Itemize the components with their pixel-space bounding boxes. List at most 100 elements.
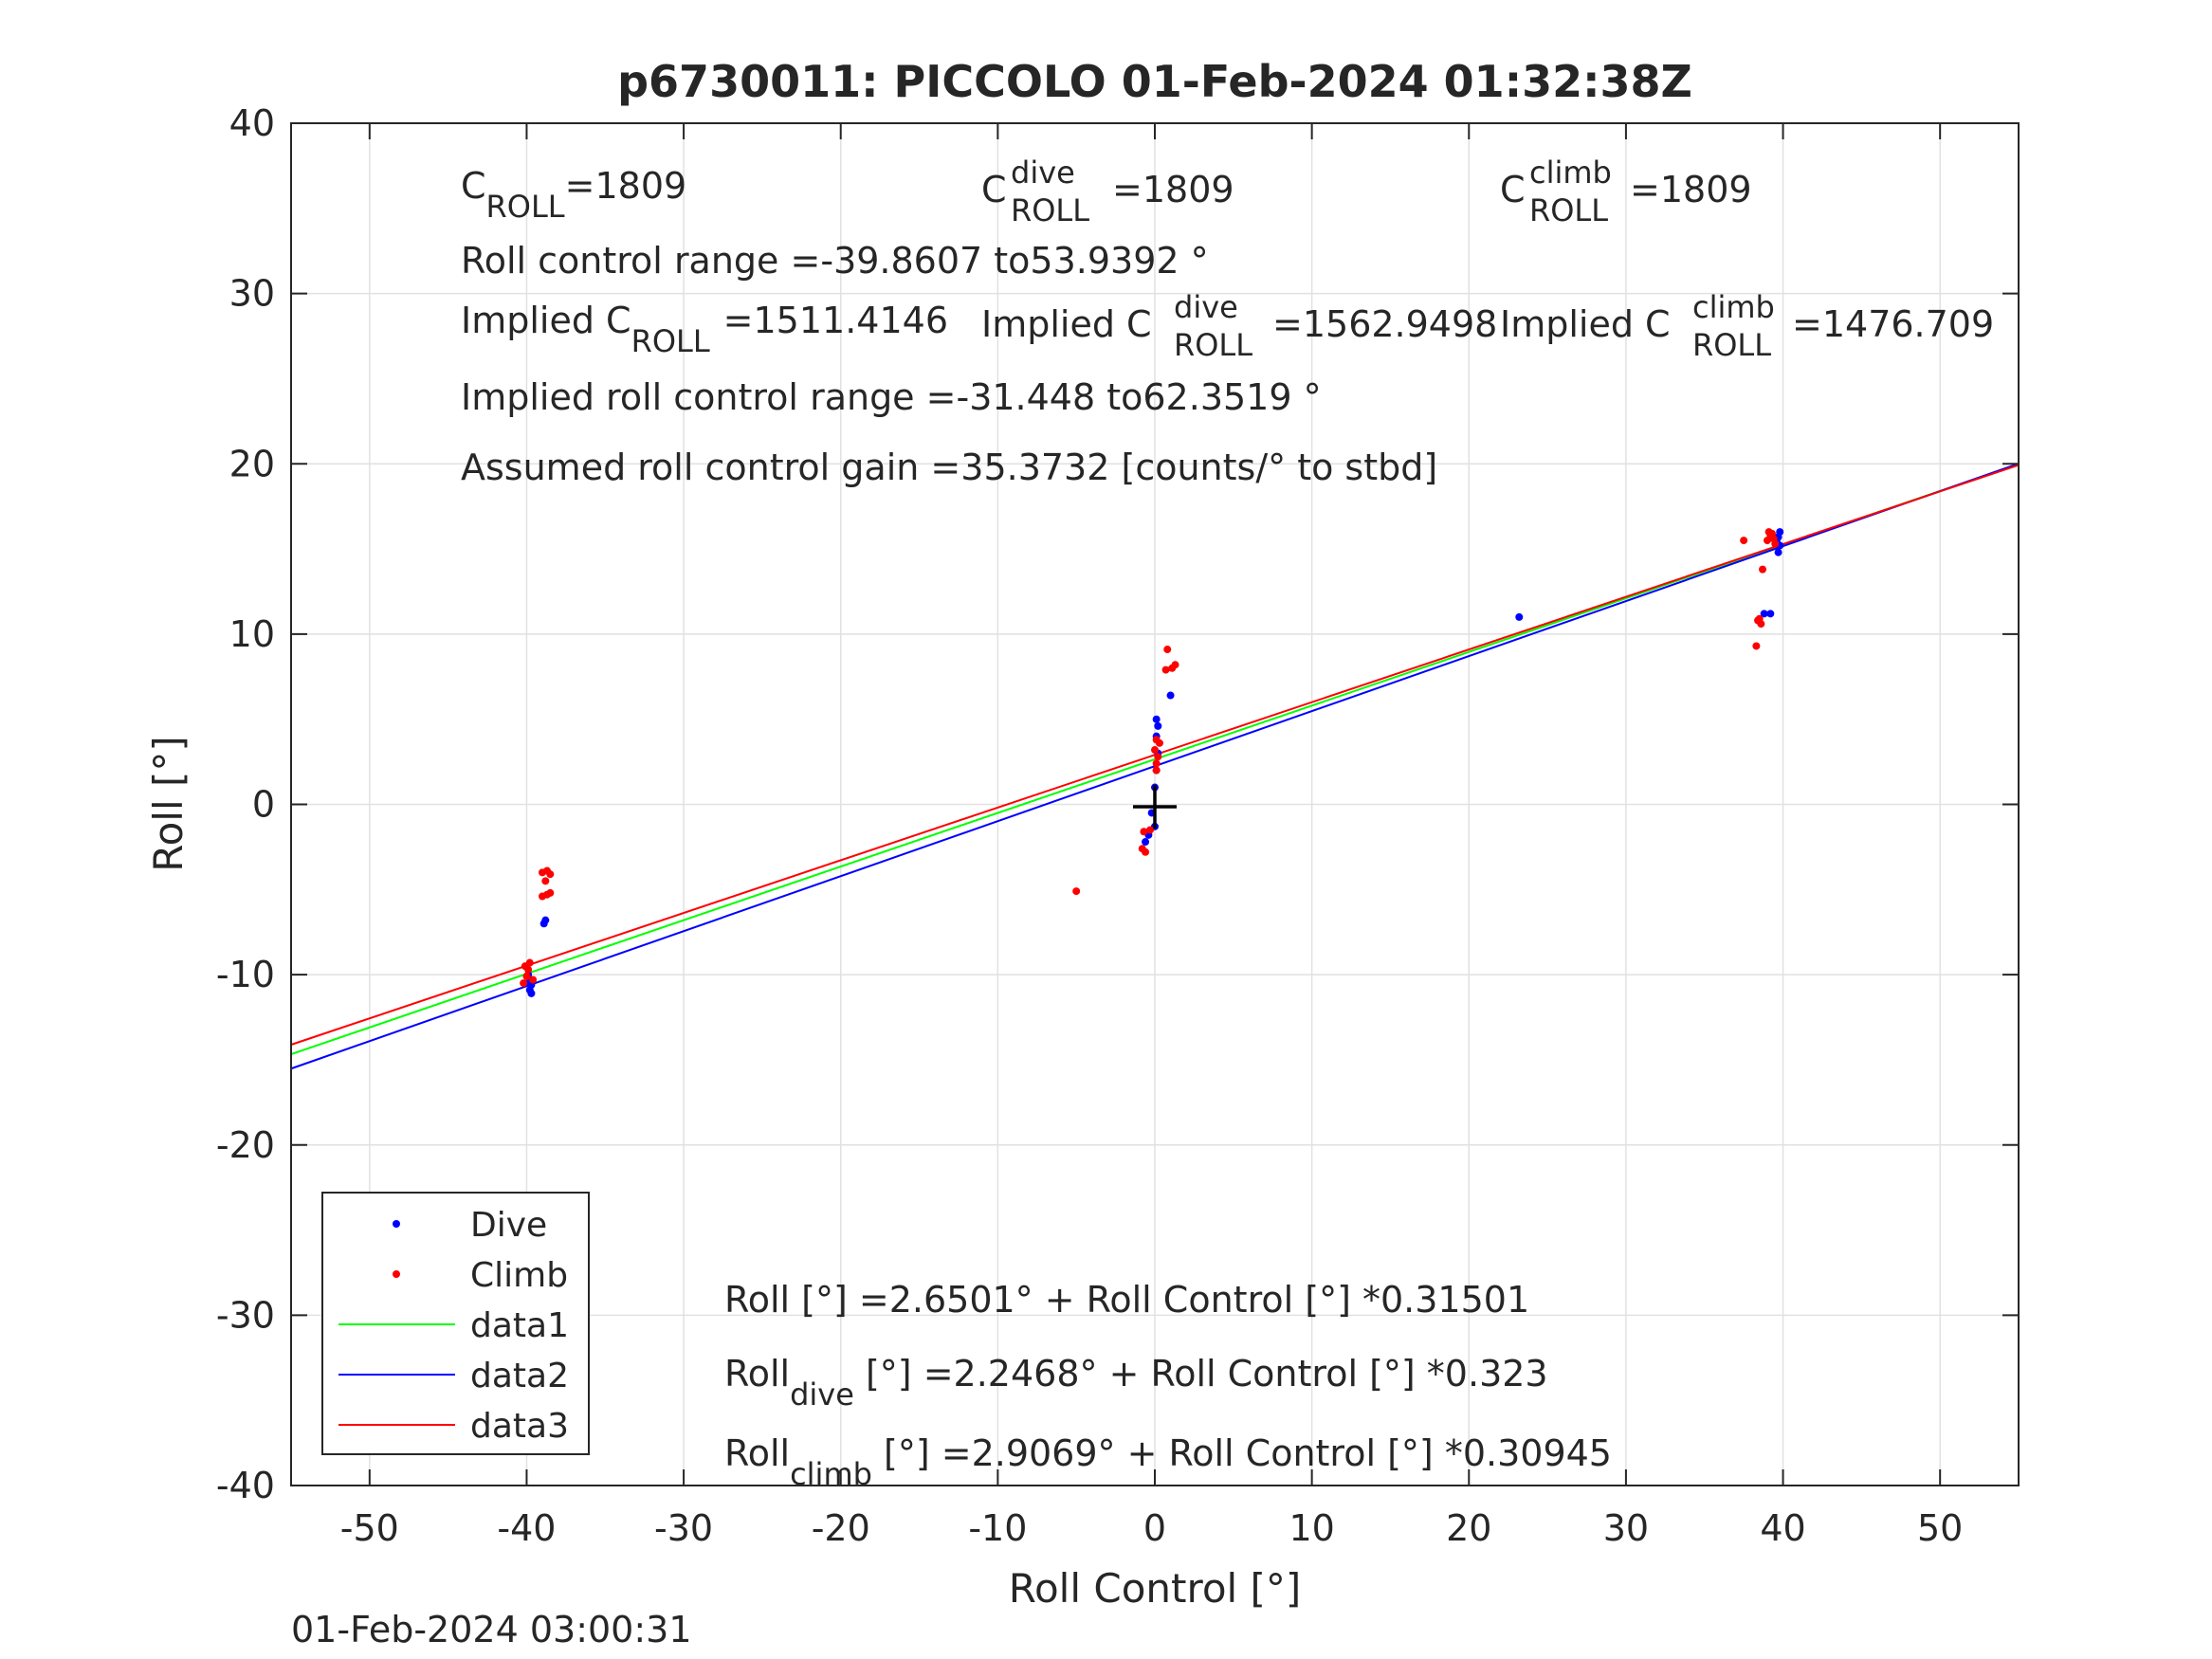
dive-point [527, 989, 536, 997]
x-tick-label: -40 [497, 1507, 556, 1549]
climb-point [1740, 537, 1748, 545]
fit-dive-annotation: Rolldive [°] =2.2468° + Roll Control [°]… [724, 1353, 1548, 1413]
svg-text:ROLL: ROLL [1529, 192, 1608, 228]
fit-climb-annotation: Rollclimb [°] =2.9069° + Roll Control [°… [724, 1432, 1612, 1492]
climb-point [1154, 753, 1162, 761]
svg-text:Implied C: Implied C [1500, 303, 1671, 345]
dive-point [1154, 721, 1162, 730]
implied-c-roll-dive-annotation: Implied C dive ROLL =1562.9498 [981, 289, 1497, 363]
climb-point [1140, 828, 1148, 836]
svg-text:C: C [981, 169, 1007, 210]
x-tick-label: 30 [1603, 1507, 1649, 1549]
climb-point [1755, 614, 1764, 623]
dive-point [1760, 610, 1768, 618]
legend-climb-label: Climb [470, 1256, 568, 1295]
y-tick-label: -30 [216, 1294, 275, 1336]
axis-ticks [291, 122, 2019, 1486]
climb-point [1152, 736, 1161, 744]
y-tick-label: 0 [252, 784, 275, 826]
legend-climb-marker [393, 1270, 400, 1278]
x-tick-label: 40 [1760, 1507, 1805, 1549]
climb-point [520, 979, 528, 988]
svg-text:=1476.709: =1476.709 [1792, 303, 1994, 345]
climb-point [546, 888, 555, 897]
c-roll-annotation: CROLL=1809 [461, 165, 686, 225]
dive-point [1766, 610, 1775, 618]
svg-text:Implied C: Implied C [981, 303, 1152, 345]
climb-point [546, 870, 555, 879]
y-tick-label: 10 [229, 613, 275, 655]
svg-text:=1562.9498: =1562.9498 [1272, 303, 1497, 345]
climb-point [541, 877, 550, 885]
y-axis-label: Roll [°] [145, 736, 192, 871]
climb-point [1146, 826, 1155, 834]
climb-point [1161, 665, 1170, 674]
climb-point [1759, 565, 1767, 574]
implied-c-roll-climb-annotation: Implied C climb ROLL =1476.709 [1500, 289, 1994, 363]
y-tick-label: 20 [229, 443, 275, 484]
x-tick-label: 50 [1917, 1507, 1963, 1549]
climb-point [1072, 887, 1081, 896]
x-tick-label: 0 [1143, 1507, 1166, 1549]
legend-data1-label: data1 [470, 1306, 569, 1345]
legend-data3-label: data3 [470, 1407, 569, 1446]
x-tick-label: -30 [654, 1507, 713, 1549]
x-axis-label: Roll Control [°] [1009, 1565, 1302, 1612]
climb-point [1151, 746, 1159, 755]
y-tick-label: -20 [216, 1124, 275, 1166]
assumed-gain-annotation: Assumed roll control gain =35.3732 [coun… [461, 447, 1437, 488]
climb-point [1771, 539, 1780, 548]
fit-all-annotation: Roll [°] =2.6501° + Roll Control [°] *0.… [724, 1279, 1529, 1321]
chart-title: p6730011: PICCOLO 01-Feb-2024 01:32:38Z [617, 56, 1692, 107]
dive-point [1166, 691, 1175, 700]
implied-roll-control-range-annotation: Implied roll control range =-31.448 to62… [461, 376, 1322, 418]
climb-point [524, 965, 533, 974]
y-tick-label: 40 [229, 102, 275, 144]
svg-text:ROLL: ROLL [1692, 327, 1771, 363]
x-tick-label: 10 [1289, 1507, 1334, 1549]
x-tick-label: -20 [812, 1507, 870, 1549]
climb-point [1142, 848, 1150, 856]
timestamp: 01-Feb-2024 03:00:31 [291, 1609, 692, 1650]
climb-point [522, 972, 531, 980]
climb-point [529, 975, 538, 984]
y-tick-label: 30 [229, 273, 275, 315]
climb-point [1163, 646, 1172, 654]
dive-point [1774, 548, 1782, 556]
c-roll-climb-annotation: C climb ROLL =1809 [1500, 155, 1752, 228]
center-marker [1133, 785, 1177, 829]
legend-dive-marker [393, 1220, 400, 1228]
climb-point [1171, 661, 1179, 669]
climb-point [525, 958, 534, 967]
dive-point [539, 920, 548, 928]
svg-text:=1809: =1809 [1630, 169, 1752, 210]
climb-point [1752, 642, 1761, 650]
climb-point [1767, 529, 1776, 538]
legend-dive-label: Dive [470, 1206, 547, 1245]
svg-text:C: C [1500, 169, 1526, 210]
climb-point [1152, 766, 1161, 775]
svg-text:climb: climb [1529, 155, 1612, 191]
y-tick-label: -40 [216, 1465, 275, 1506]
legend-data2-label: data2 [470, 1357, 569, 1395]
climb-point [1152, 759, 1161, 768]
implied-c-roll-annotation: Implied CROLL =1511.4146 [461, 300, 948, 359]
svg-text:ROLL: ROLL [1174, 327, 1252, 363]
data-points [520, 528, 1784, 997]
x-tick-label: 20 [1446, 1507, 1491, 1549]
y-tick-label: -10 [216, 954, 275, 995]
svg-text:climb: climb [1692, 289, 1775, 325]
dive-point [1142, 838, 1150, 847]
roll-control-range-annotation: Roll control range =-39.8607 to53.9392 ° [461, 240, 1209, 282]
x-tick-labels: -50 -40 -30 -20 -10 0 10 20 30 40 50 [340, 1507, 1964, 1549]
svg-text:dive: dive [1011, 155, 1075, 191]
legend: Dive Climb data1 data2 data3 [321, 1192, 590, 1455]
svg-text:dive: dive [1174, 289, 1238, 325]
dive-point [1515, 612, 1524, 621]
svg-text:ROLL: ROLL [1011, 192, 1089, 228]
dive-point [1152, 715, 1161, 723]
c-roll-dive-annotation: C dive ROLL =1809 [981, 155, 1234, 228]
x-tick-label: -10 [968, 1507, 1027, 1549]
y-tick-labels: -40 -30 -20 -10 0 10 20 30 40 [216, 102, 275, 1506]
